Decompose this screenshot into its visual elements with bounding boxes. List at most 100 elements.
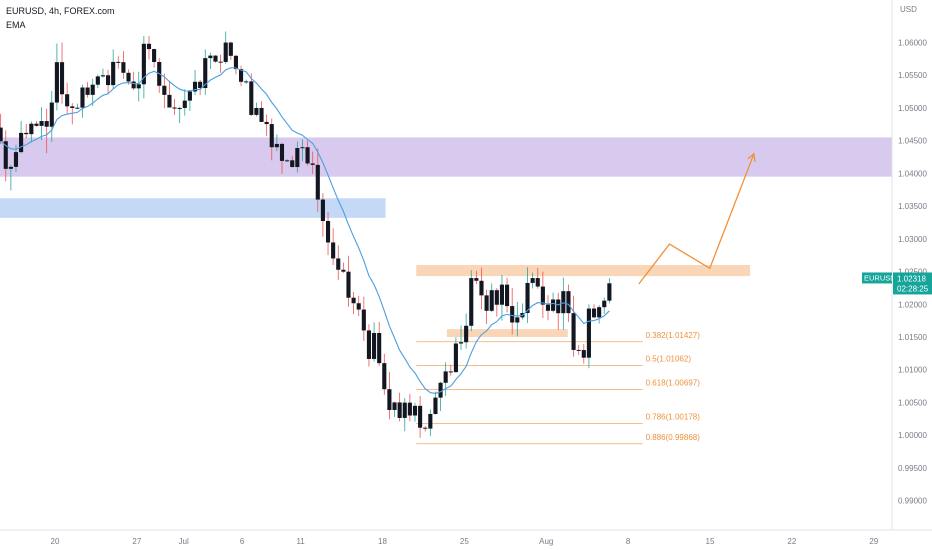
candle-body-113	[576, 349, 581, 351]
x-tick-2: Jul	[179, 537, 189, 546]
price-tag-value: 1.02318	[897, 274, 926, 283]
y-tick-14: 0.99000	[898, 497, 927, 506]
y-tick-4: 1.04000	[898, 169, 927, 178]
ema-layer	[0, 67, 610, 394]
candle-body-80	[407, 402, 412, 416]
candle-body-32	[162, 85, 167, 95]
y-tick-9: 1.01500	[898, 333, 927, 342]
candle-body-3	[13, 152, 19, 167]
candle-body-104	[530, 278, 535, 283]
candle-body-117	[597, 307, 602, 318]
candle-body-101	[515, 317, 520, 323]
candle-body-20	[100, 75, 106, 77]
candle-body-27	[136, 84, 141, 89]
candle-body-12	[59, 62, 65, 95]
candle-body-53	[269, 124, 274, 148]
price-tag-countdown: 02:28:25	[897, 284, 929, 293]
candle-body-119	[607, 283, 612, 301]
candle-body-108	[551, 299, 556, 311]
ema-line	[0, 67, 610, 394]
candle-body-63	[320, 199, 325, 221]
candle-body-114	[581, 350, 586, 358]
candle-body-109	[556, 299, 561, 314]
x-tick-3: 6	[240, 537, 245, 546]
y-tick-8: 1.02000	[898, 300, 927, 309]
candle-body-110	[561, 291, 566, 314]
candle-body-45	[228, 42, 233, 56]
x-tick-10: 22	[787, 537, 796, 546]
candle-body-48	[244, 81, 249, 83]
candle-body-57	[290, 160, 295, 168]
fib-label-2: 0.618(1.00697)	[646, 379, 701, 388]
candle-body-62	[315, 164, 320, 200]
candle-body-96	[489, 290, 494, 311]
candle-body-60	[305, 147, 310, 164]
y-tick-11: 1.00500	[898, 398, 927, 407]
candle-body-2	[8, 166, 13, 169]
candle-body-33	[167, 94, 172, 108]
candle-body-16	[80, 87, 85, 108]
candle-body-59	[300, 147, 305, 149]
candle-body-84	[428, 413, 433, 429]
candle-body-39	[198, 81, 203, 89]
candle-body-37	[187, 91, 192, 101]
candle-body-40	[203, 58, 208, 89]
y-tick-5: 1.03500	[898, 202, 927, 211]
price-tag-symbol-bg	[862, 272, 892, 284]
candle-body-6	[29, 123, 34, 135]
time-axis[interactable]: 20 27 Jul 6 11 18 25 Aug 8 15 22 29	[51, 537, 879, 546]
x-tick-6: 25	[460, 537, 469, 546]
fib-label-4: 0.886(0.99868)	[646, 433, 701, 442]
candle-body-4	[19, 132, 24, 153]
candle-body-56	[285, 160, 290, 162]
candle-body-21	[106, 75, 111, 86]
x-tick-8: 8	[626, 537, 631, 546]
x-tick-5: 18	[378, 537, 387, 546]
candle-body-58	[295, 148, 300, 168]
candle-body-10	[49, 102, 54, 127]
candle-body-100	[510, 306, 515, 323]
candle-body-76	[387, 389, 392, 410]
x-tick-0: 20	[51, 537, 60, 546]
zone-orange-lower	[446, 329, 568, 337]
candle-body-83	[423, 427, 428, 429]
candle-body-5	[24, 132, 29, 135]
candle-body-11	[54, 62, 59, 103]
candle-body-49	[249, 81, 254, 115]
candle-body-13	[65, 94, 70, 107]
candle-body-115	[586, 308, 591, 358]
candle-body-98	[499, 284, 505, 305]
candle-body-68	[346, 271, 351, 298]
candles-layer	[0, 31, 612, 438]
candle-body-89	[453, 343, 458, 373]
y-tick-1: 1.05500	[898, 71, 927, 80]
candle-body-64	[325, 220, 331, 243]
price-tag-symbol: EURUSD	[864, 273, 896, 282]
y-tick-6: 1.03000	[898, 235, 927, 244]
candle-body-9	[44, 121, 49, 127]
y-tick-12: 1.00000	[898, 431, 927, 440]
candle-body-29	[146, 43, 152, 50]
candle-body-41	[208, 55, 213, 59]
y-tick-7: 1.02500	[898, 268, 927, 277]
candle-body-118	[602, 300, 607, 308]
candle-body-82	[418, 405, 423, 428]
candle-body-93	[474, 278, 479, 281]
candle-body-69	[351, 297, 356, 304]
candle-body-47	[239, 69, 244, 82]
candle-body-103	[525, 282, 530, 314]
symbol-header: EURUSD, 4h, FOREX.com	[6, 6, 115, 16]
candle-body-52	[264, 121, 269, 125]
candle-body-17	[85, 87, 90, 95]
candle-body-18	[90, 84, 95, 95]
price-axis[interactable]: USD 1.06000 1.05500 1.05000 1.04500 1.04000 1.…	[898, 5, 927, 506]
candle-body-38	[192, 81, 198, 92]
zone-orange-upper	[416, 265, 751, 277]
candle-body-25	[126, 72, 131, 82]
candle-body-106	[540, 286, 545, 305]
candle-body-87	[443, 371, 448, 383]
candle-body-36	[182, 100, 187, 108]
candle-body-92	[469, 278, 474, 326]
